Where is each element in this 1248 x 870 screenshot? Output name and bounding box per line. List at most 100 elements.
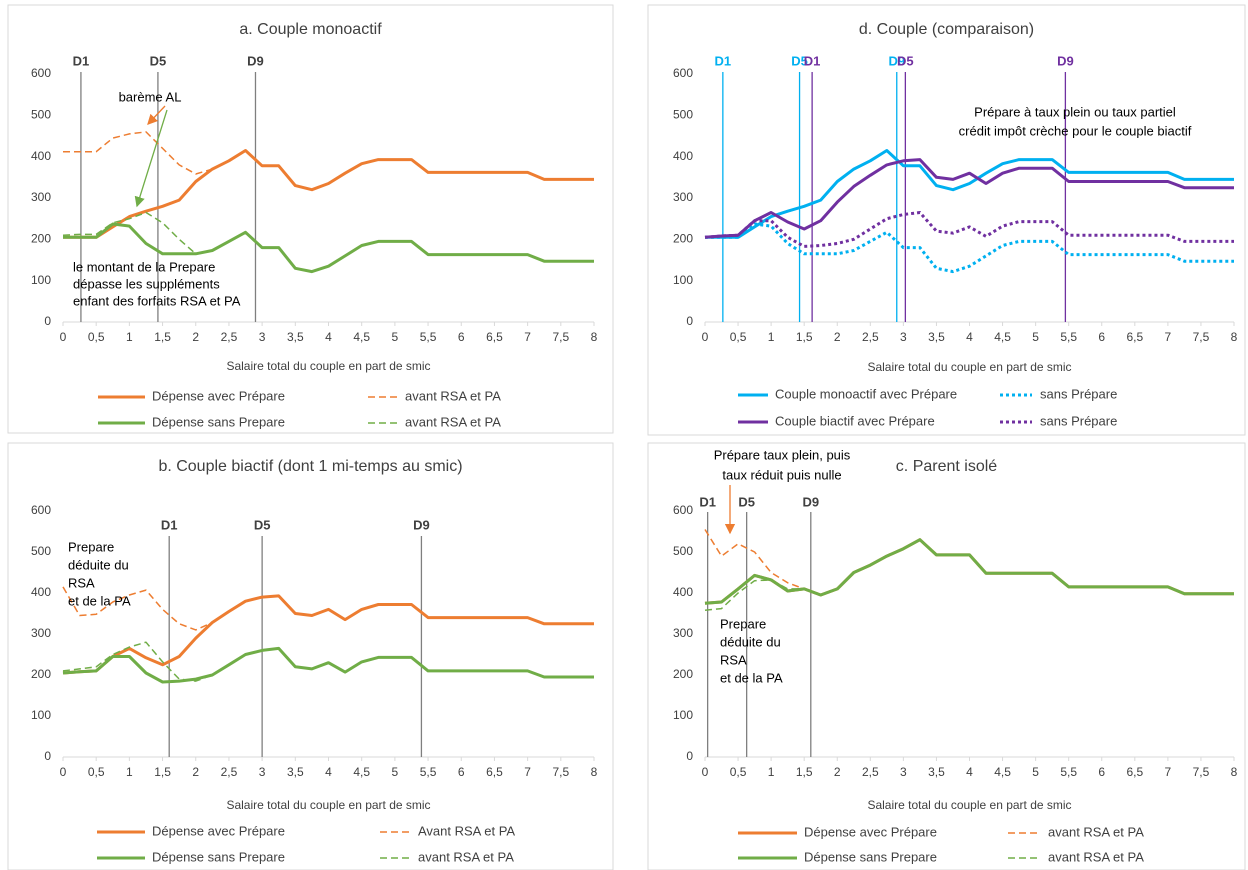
x-tick-label: 4 <box>966 330 973 344</box>
annotation: et de la PA <box>68 593 131 608</box>
x-tick-label: 1 <box>126 330 133 344</box>
y-tick-label: 400 <box>31 149 51 163</box>
x-tick-label: 0 <box>60 330 67 344</box>
x-tick-label: 3 <box>259 765 266 779</box>
x-tick-label: 8 <box>1231 330 1238 344</box>
panel <box>7 4 614 434</box>
decile-label: D9 <box>247 53 264 68</box>
y-tick-label: 100 <box>673 273 693 287</box>
annotation: Prépare à taux plein ou taux partiel <box>974 104 1176 119</box>
y-tick-label: 200 <box>673 232 693 246</box>
x-tick-label: 2,5 <box>862 765 879 779</box>
x-tick-label: 6,5 <box>486 330 503 344</box>
series-line <box>63 222 594 274</box>
x-tick-label: 8 <box>1231 765 1238 779</box>
y-tick-label: 0 <box>44 314 51 328</box>
legend-label: Dépense sans Prepare <box>152 849 285 864</box>
x-axis-title: Salaire total du couple en part de smic <box>867 360 1071 374</box>
x-tick-label: 5,5 <box>1060 330 1077 344</box>
y-tick-label: 500 <box>673 108 693 122</box>
annotation: déduite du <box>720 634 781 649</box>
x-tick-label: 7 <box>1165 765 1172 779</box>
x-tick-label: 4 <box>325 765 332 779</box>
x-tick-label: 0 <box>60 765 67 779</box>
x-tick-label: 2 <box>192 330 199 344</box>
x-tick-label: 8 <box>591 765 598 779</box>
series-line <box>704 211 1234 248</box>
panel <box>647 4 1246 436</box>
x-tick-label: 5 <box>1032 330 1039 344</box>
y-tick-label: 300 <box>31 190 51 204</box>
x-tick-label: 3,5 <box>287 765 304 779</box>
annotation: barème AL <box>119 89 182 104</box>
series-line <box>62 646 594 684</box>
annotation: taux réduit puis nulle <box>722 467 841 482</box>
x-tick-label: 4,5 <box>353 330 370 344</box>
x-tick-label: 1,5 <box>796 330 813 344</box>
decile-label: D5 <box>254 517 271 532</box>
y-tick-label: 0 <box>686 314 693 328</box>
x-tick-label: 6,5 <box>1126 765 1143 779</box>
decile-label: D9 <box>413 517 430 532</box>
annotation: Prepare <box>68 539 114 554</box>
x-tick-label: 0 <box>702 330 709 344</box>
y-tick-label: 400 <box>673 149 693 163</box>
x-tick-label: 7,5 <box>552 330 569 344</box>
legend-label: avant RSA et PA <box>405 414 501 429</box>
series-line <box>705 222 1234 274</box>
y-tick-label: 100 <box>31 708 51 722</box>
x-tick-label: 7,5 <box>552 765 569 779</box>
y-tick-label: 300 <box>673 626 693 640</box>
legend-label: Dépense avec Prépare <box>152 823 285 838</box>
series-line <box>705 149 1234 239</box>
y-tick-label: 600 <box>673 66 693 80</box>
arrow <box>147 105 166 125</box>
decile-label: D9 <box>888 53 905 68</box>
legend-label: sans Prépare <box>1040 386 1117 401</box>
annotation: RSA <box>720 652 747 667</box>
legend-label: avant RSA et PA <box>418 849 514 864</box>
x-tick-label: 5 <box>392 765 399 779</box>
x-tick-label: 4,5 <box>994 765 1011 779</box>
x-tick-label: 1 <box>126 765 133 779</box>
y-tick-label: 400 <box>673 585 693 599</box>
y-tick-label: 200 <box>31 667 51 681</box>
x-tick-label: 4,5 <box>994 330 1011 344</box>
x-tick-label: 4,5 <box>353 765 370 779</box>
x-tick-label: 0,5 <box>88 330 105 344</box>
x-tick-label: 0 <box>702 765 709 779</box>
x-tick-label: 0,5 <box>88 765 105 779</box>
y-tick-label: 100 <box>673 708 693 722</box>
x-tick-label: 5,5 <box>1060 765 1077 779</box>
y-tick-label: 0 <box>686 749 693 763</box>
y-tick-label: 200 <box>673 667 693 681</box>
x-tick-label: 6,5 <box>1126 330 1143 344</box>
x-tick-label: 7 <box>524 330 531 344</box>
legend-label: Couple monoactif avec Prépare <box>775 386 957 401</box>
x-tick-label: 0,5 <box>730 765 747 779</box>
x-tick-label: 3 <box>900 765 907 779</box>
x-axis-title: Salaire total du couple en part de smic <box>226 798 430 812</box>
y-tick-label: 400 <box>31 585 51 599</box>
panel <box>7 442 614 870</box>
x-tick-label: 7,5 <box>1193 765 1210 779</box>
x-tick-label: 2,5 <box>862 330 879 344</box>
x-tick-label: 1 <box>768 765 775 779</box>
x-tick-label: 3 <box>900 330 907 344</box>
chart-title: c. Parent isolé <box>896 458 997 475</box>
x-tick-label: 2,5 <box>221 765 238 779</box>
x-tick-label: 7,5 <box>1193 330 1210 344</box>
annotation: Prépare taux plein, puis <box>714 447 851 462</box>
series-line <box>704 529 805 590</box>
x-tick-label: 3 <box>259 330 266 344</box>
series-line <box>63 149 594 239</box>
x-tick-label: 5,5 <box>420 765 437 779</box>
x-tick-label: 0,5 <box>730 330 747 344</box>
x-tick-label: 6 <box>1098 330 1105 344</box>
legend-label: Dépense avec Prépare <box>152 388 285 403</box>
decile-label: D5 <box>738 494 755 509</box>
x-tick-label: 3,5 <box>287 330 304 344</box>
x-tick-label: 1,5 <box>154 765 171 779</box>
legend-label: avant RSA et PA <box>1048 849 1144 864</box>
